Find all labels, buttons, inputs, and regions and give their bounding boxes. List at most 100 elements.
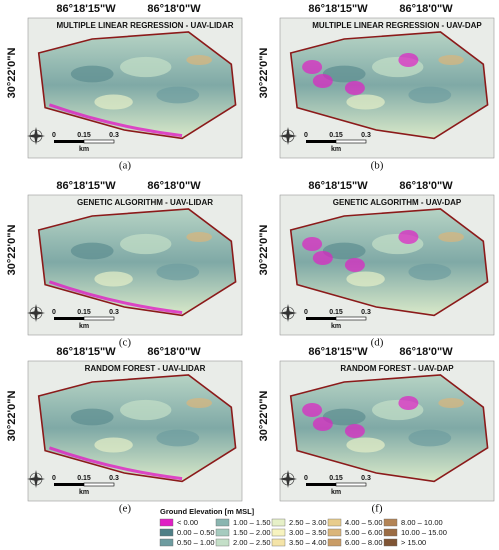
- scale-label: 0.3: [361, 132, 371, 139]
- legend-label: 3.00 – 3.50: [289, 528, 327, 537]
- scale-unit: km: [331, 323, 341, 330]
- latitude-label: 30°22'0"N: [258, 391, 270, 442]
- scale-label: 0.15: [329, 475, 343, 482]
- terrain-patch: [408, 429, 452, 447]
- scale-label: 0: [52, 309, 56, 316]
- scale-label: 0.15: [77, 475, 91, 482]
- scale-unit: km: [331, 489, 341, 496]
- legend-label: 0.50 – 1.00: [177, 538, 215, 547]
- low-area: [48, 280, 183, 315]
- terrain-patch: [94, 271, 133, 287]
- legend-label: 1.50 – 2.00: [233, 528, 271, 537]
- caption: (d): [371, 337, 384, 349]
- scale-bar: [83, 482, 115, 487]
- low-area: [302, 237, 323, 251]
- scale-label: 0: [304, 309, 308, 316]
- legend-label: 10.00 – 15.00: [401, 528, 447, 537]
- scale-label: 0: [52, 132, 56, 139]
- compass: [279, 127, 297, 145]
- caption: (b): [371, 160, 384, 172]
- scale-bar: [54, 483, 84, 486]
- legend-label: 1.00 – 1.50: [233, 518, 271, 527]
- caption: (a): [119, 160, 132, 172]
- legend-swatch: [159, 528, 174, 537]
- scale-label: 0.15: [329, 132, 343, 139]
- terrain-patch: [156, 86, 200, 104]
- longitude-label: 86°18'15"W: [308, 346, 368, 358]
- scale-label: 0: [52, 475, 56, 482]
- low-area: [398, 53, 419, 67]
- legend-swatch: [327, 528, 342, 537]
- scale-bar: [54, 140, 84, 143]
- scale-label: 0.3: [361, 309, 371, 316]
- legend-swatch: [383, 528, 398, 537]
- legend-label: 2.00 – 2.50: [233, 538, 271, 547]
- legend-swatch: [271, 518, 286, 527]
- legend-swatch: [159, 518, 174, 527]
- scale-label: 0.15: [77, 132, 91, 139]
- map-panel: GENETIC ALGORITHM - UAV-DAP 86°18'15"W 86°…: [258, 180, 495, 349]
- terrain-patch: [70, 242, 114, 260]
- panel-title: RANDOM FOREST - UAV-DAP: [340, 364, 454, 373]
- map-panel: GENETIC ALGORITHM - UAV-LIDAR 86°18'15"W 8…: [6, 180, 243, 349]
- legend-swatch: [271, 528, 286, 537]
- legend-swatch: [383, 538, 398, 547]
- scale-bar: [83, 139, 115, 144]
- longitude-label: 86°18'15"W: [56, 346, 116, 358]
- scale-bar: [306, 140, 336, 143]
- legend-label: 8.00 – 10.00: [401, 518, 443, 527]
- low-area: [344, 258, 365, 272]
- compass: [279, 304, 297, 322]
- longitude-label: 86°18'15"W: [56, 180, 116, 192]
- low-area: [312, 417, 333, 431]
- longitude-label: 86°18'0"W: [399, 180, 453, 192]
- terrain-patch: [438, 231, 465, 243]
- latitude-label: 30°22'0"N: [258, 225, 270, 276]
- terrain-patch: [346, 437, 385, 453]
- scale-label: 0.15: [77, 309, 91, 316]
- terrain-patch: [408, 263, 452, 281]
- legend-label: 4.00 – 5.00: [345, 518, 383, 527]
- scale-label: 0.3: [109, 309, 119, 316]
- longitude-label: 86°18'15"W: [308, 3, 368, 15]
- study-area: [37, 208, 237, 317]
- caption: (e): [119, 503, 132, 515]
- legend-title: Ground Elevation [m MSL]: [160, 507, 255, 516]
- terrain-patch: [120, 56, 172, 78]
- terrain-patch: [94, 437, 133, 453]
- scale-label: 0.15: [329, 309, 343, 316]
- legend-label: > 15.00: [401, 538, 426, 547]
- scale-bar: [54, 317, 84, 320]
- terrain-patch: [156, 263, 200, 281]
- terrain-patch: [346, 94, 385, 110]
- scale-label: 0.3: [109, 475, 119, 482]
- low-area: [312, 74, 333, 88]
- panel-title: GENETIC ALGORITHM - UAV-DAP: [333, 198, 462, 207]
- terrain-patch: [322, 65, 366, 83]
- scale-unit: km: [79, 489, 89, 496]
- latitude-label: 30°22'0"N: [6, 391, 18, 442]
- scale-bar: [306, 317, 336, 320]
- terrain-patch: [186, 54, 213, 66]
- low-area: [398, 396, 419, 410]
- legend-swatch: [327, 518, 342, 527]
- legend-label: 2.50 – 3.00: [289, 518, 327, 527]
- compass: [27, 470, 45, 488]
- caption: (c): [119, 337, 132, 349]
- study-area: [289, 208, 489, 317]
- legend-label: < 0.00: [177, 518, 198, 527]
- panel-title: GENETIC ALGORITHM - UAV-LIDAR: [77, 198, 213, 207]
- terrain-patch: [438, 54, 465, 66]
- legend-label: 0.00 – 0.50: [177, 528, 215, 537]
- caption: (f): [372, 503, 383, 515]
- scale-label: 0.3: [361, 475, 371, 482]
- scale-unit: km: [79, 323, 89, 330]
- compass: [27, 127, 45, 145]
- legend-swatch: [271, 538, 286, 547]
- latitude-label: 30°22'0"N: [6, 48, 18, 99]
- longitude-label: 86°18'0"W: [399, 346, 453, 358]
- longitude-label: 86°18'0"W: [147, 180, 201, 192]
- scale-bar: [306, 483, 336, 486]
- legend-swatch: [159, 538, 174, 547]
